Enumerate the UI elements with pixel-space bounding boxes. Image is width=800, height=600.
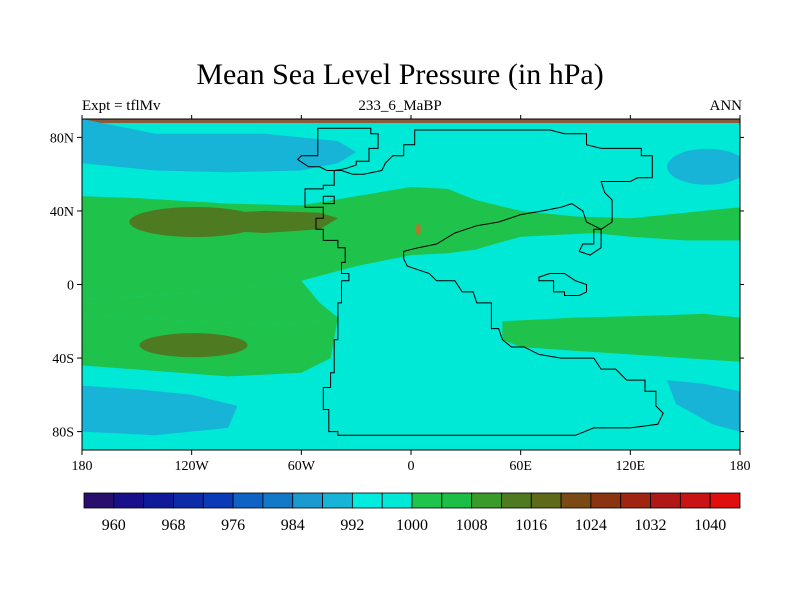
island-chain-east bbox=[538, 273, 587, 296]
field-low-north-pacific bbox=[82, 119, 357, 173]
colorbar-label: 984 bbox=[281, 517, 305, 534]
island-north-west bbox=[322, 195, 335, 205]
colorbar-swatch bbox=[351, 492, 383, 509]
x-tick-label: 120E bbox=[616, 459, 646, 474]
colorbar-label: 1008 bbox=[456, 517, 488, 534]
colorbar-swatch bbox=[322, 492, 353, 509]
field-subtropical-band-south-east bbox=[502, 313, 740, 362]
colorbar-swatch bbox=[650, 492, 681, 509]
y-tick-label: 80N bbox=[50, 131, 74, 146]
colorbar: 960 968 976 984 992 1000 1008 1016 1024 1032 1040 bbox=[83, 492, 741, 534]
field-subtropical-band-north-ext bbox=[82, 280, 338, 325]
y-tick-label: 40N bbox=[50, 205, 74, 220]
subtitle-left: Expt = tflMv bbox=[82, 98, 161, 114]
x-tick-label: 60E bbox=[509, 459, 532, 474]
colorbar-label: 968 bbox=[162, 517, 186, 534]
subtitle-center: 233_6_MaBP bbox=[358, 98, 442, 114]
colorbar-label: 1000 bbox=[396, 517, 428, 534]
x-tick-label: 180 bbox=[730, 459, 751, 474]
y-tick-label: 0 bbox=[67, 279, 74, 294]
colorbar-swatch bbox=[590, 492, 622, 509]
peninsula-east bbox=[578, 228, 602, 256]
field-pole-strip bbox=[82, 119, 740, 123]
axes: 180 120W 60W 0 60E 120E 180 80N 40N 0 40S 80S bbox=[50, 115, 751, 474]
colorbar-swatch bbox=[560, 492, 592, 509]
y-tick-label: 40S bbox=[52, 352, 74, 367]
colorbar-swatch bbox=[143, 492, 174, 509]
colorbar-swatch bbox=[471, 492, 502, 509]
colorbar-label: 1040 bbox=[694, 517, 726, 534]
colorbar-swatch bbox=[202, 492, 234, 509]
colorbar-swatch bbox=[679, 492, 711, 509]
field-low-southern-east bbox=[666, 380, 740, 432]
colorbar-swatch bbox=[262, 492, 294, 509]
colorbar-swatch bbox=[620, 492, 651, 509]
colorbar-swatch bbox=[530, 492, 562, 509]
colorbar-swatch bbox=[709, 492, 741, 509]
colorbar-swatch bbox=[381, 492, 413, 509]
continent-coastline bbox=[296, 127, 664, 436]
colorbar-label: 960 bbox=[102, 517, 126, 534]
subtitle-right: ANN bbox=[709, 98, 743, 114]
x-tick-label: 0 bbox=[408, 459, 415, 474]
field-low-north-east bbox=[667, 148, 740, 185]
colorbar-label: 1024 bbox=[575, 517, 607, 534]
colorbar-swatch bbox=[83, 492, 115, 509]
field-high-center-south bbox=[139, 333, 248, 358]
colorbar-label: 992 bbox=[340, 517, 364, 534]
field-small-anomaly bbox=[415, 223, 421, 236]
field-high-center-north-ext bbox=[136, 210, 338, 233]
colorbar-swatch bbox=[173, 492, 204, 509]
colorbar-swatch bbox=[232, 492, 264, 509]
colorbar-label: 1032 bbox=[635, 517, 667, 534]
x-tick-label: 180 bbox=[72, 459, 93, 474]
plot-area bbox=[82, 119, 740, 450]
colorbar-swatch bbox=[441, 492, 473, 509]
chart-title: Mean Sea Level Pressure (in hPa) bbox=[196, 58, 604, 91]
continent-outline bbox=[296, 127, 664, 436]
colorbar-swatch bbox=[292, 492, 323, 509]
colorbar-label: 976 bbox=[221, 517, 245, 534]
colorbar-swatch bbox=[113, 492, 145, 509]
field-low-southern-west bbox=[82, 385, 238, 436]
colorbar-swatch bbox=[501, 492, 532, 509]
x-tick-label: 120W bbox=[175, 459, 210, 474]
colorbar-label: 1016 bbox=[515, 517, 547, 534]
x-tick-label: 60W bbox=[288, 459, 316, 474]
colorbar-swatch bbox=[411, 492, 443, 509]
y-tick-label: 80S bbox=[52, 426, 74, 441]
